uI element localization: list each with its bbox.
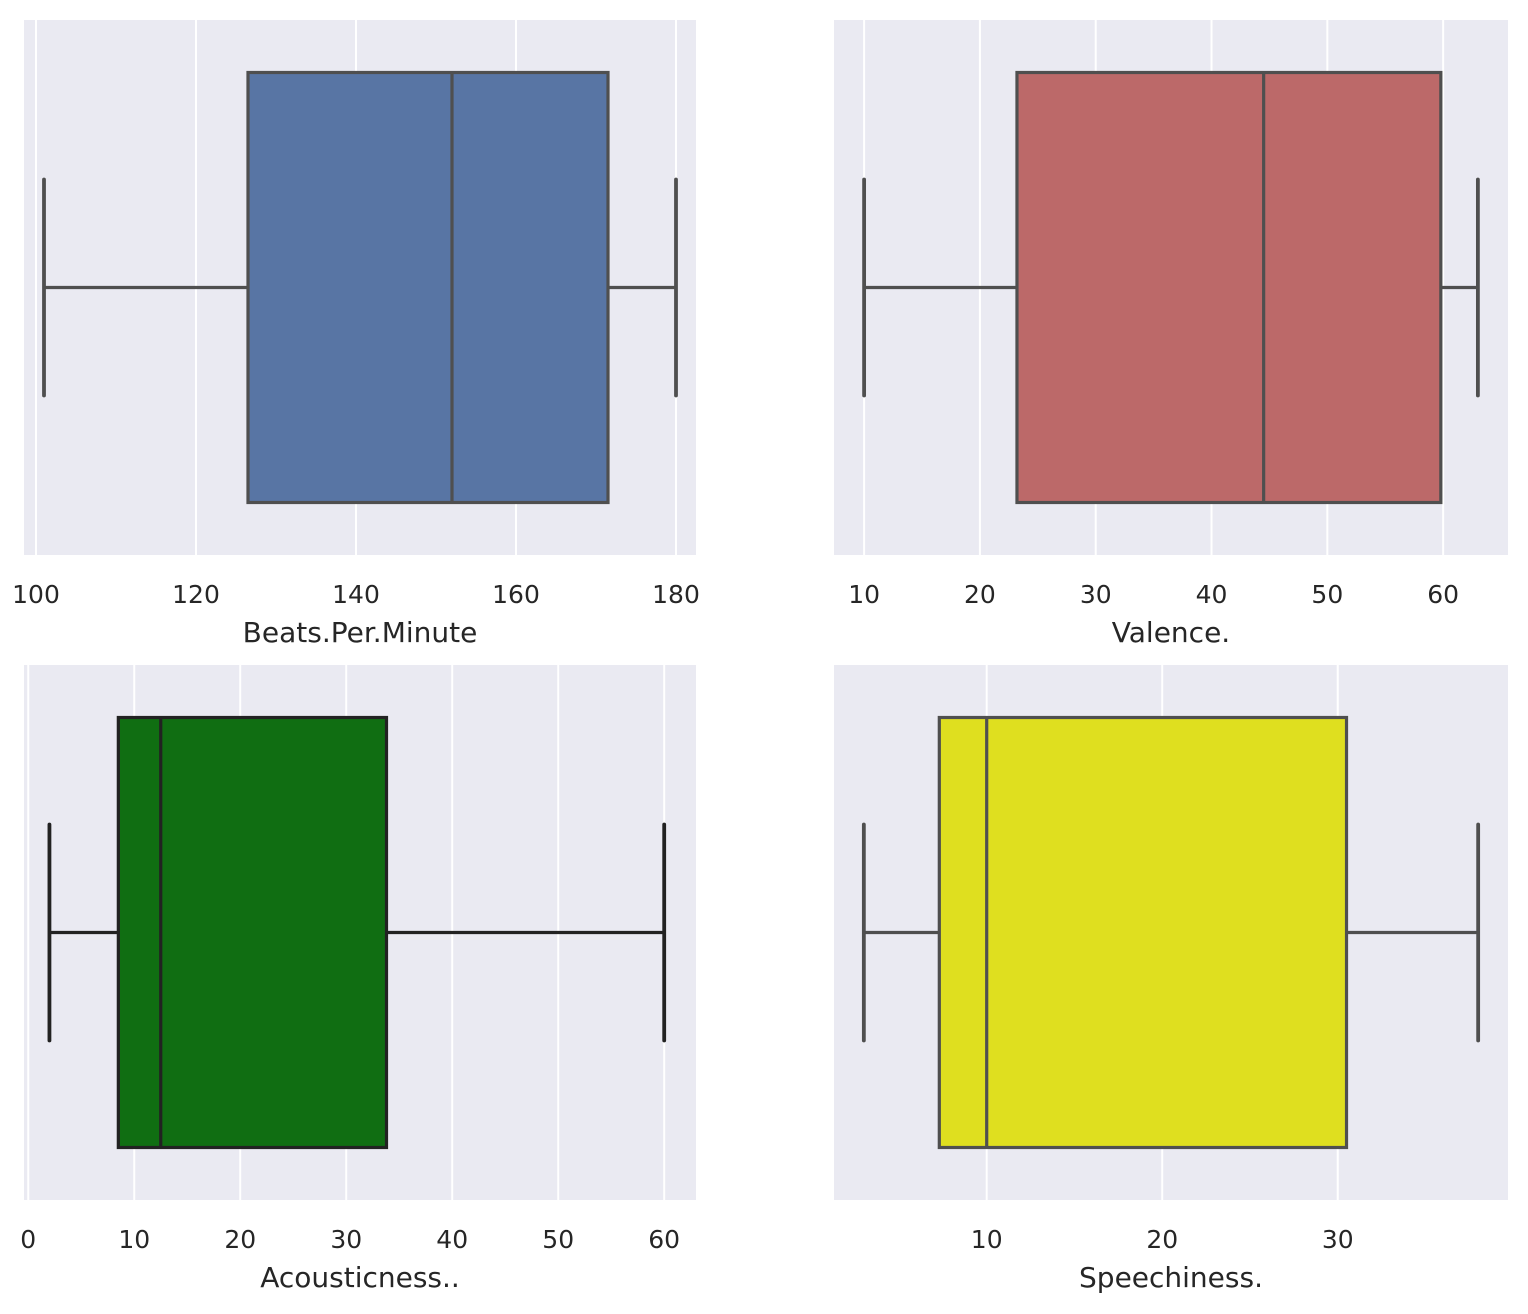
x-tick-label: 50 bbox=[1311, 580, 1343, 609]
x-tick-label: 50 bbox=[542, 1225, 574, 1254]
boxplot-panel-1: 100 120 140 160 180 Beats.Per.Minute bbox=[12, 20, 700, 649]
boxplot-panel-4: 10 20 30 Speechiness. bbox=[834, 665, 1508, 1294]
x-tick-label: 20 bbox=[964, 580, 996, 609]
x-tick-label: 40 bbox=[436, 1225, 468, 1254]
x-tick-label: 30 bbox=[1322, 1225, 1354, 1254]
x-tick-label: 160 bbox=[492, 580, 540, 609]
x-tick-label: 60 bbox=[1427, 580, 1459, 609]
x-tick-label: 10 bbox=[118, 1225, 150, 1254]
iqr-box bbox=[1015, 70, 1443, 505]
x-tick-label: 120 bbox=[172, 580, 220, 609]
x-tick-label: 20 bbox=[1146, 1225, 1178, 1254]
boxplot-panel-3: 0 10 20 30 40 50 60 Acousticness.. bbox=[20, 665, 696, 1294]
iqr-box bbox=[937, 715, 1349, 1150]
boxplot-panel-2: 10 20 30 40 50 60 Valence. bbox=[834, 20, 1508, 649]
x-axis-label: Valence. bbox=[1112, 616, 1230, 649]
x-tick-label: 100 bbox=[12, 580, 60, 609]
x-tick-label: 60 bbox=[648, 1225, 680, 1254]
x-axis-label: Beats.Per.Minute bbox=[243, 616, 478, 649]
x-tick-label: 10 bbox=[848, 580, 880, 609]
x-tick-label: 140 bbox=[332, 580, 380, 609]
x-tick-label: 30 bbox=[330, 1225, 362, 1254]
x-axis-label: Acousticness.. bbox=[260, 1261, 460, 1294]
x-tick-label: 180 bbox=[652, 580, 700, 609]
x-tick-label: 0 bbox=[20, 1225, 36, 1254]
x-axis-label: Speechiness. bbox=[1079, 1261, 1263, 1294]
x-tick-label: 10 bbox=[971, 1225, 1003, 1254]
iqr-box bbox=[246, 70, 610, 505]
x-tick-label: 20 bbox=[224, 1225, 256, 1254]
x-tick-label: 30 bbox=[1080, 580, 1112, 609]
x-tick-label: 40 bbox=[1196, 580, 1228, 609]
iqr-box bbox=[116, 715, 389, 1150]
